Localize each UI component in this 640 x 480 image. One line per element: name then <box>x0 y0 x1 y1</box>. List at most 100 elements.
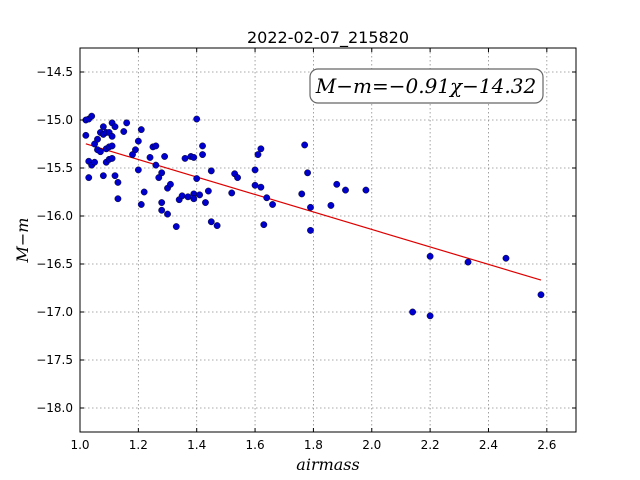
data-point <box>199 142 206 150</box>
data-point <box>204 187 212 195</box>
x-axis-label: airmass <box>296 455 359 474</box>
data-point <box>196 191 204 199</box>
data-point <box>158 169 166 177</box>
data-points-group <box>82 112 545 320</box>
data-point <box>184 193 192 201</box>
x-tick-label: 1.6 <box>246 438 265 452</box>
data-point <box>304 169 311 177</box>
y-tick-label: −15.5 <box>36 161 73 175</box>
x-tick-label: 2.2 <box>421 438 440 452</box>
data-point <box>333 180 341 188</box>
data-point <box>228 189 236 197</box>
data-point <box>91 158 98 166</box>
data-point <box>409 308 417 316</box>
data-point <box>108 132 116 140</box>
data-point <box>164 210 171 218</box>
data-point <box>114 195 122 203</box>
data-point <box>108 142 116 150</box>
data-point <box>146 154 154 161</box>
equation-box-frame <box>309 68 544 104</box>
y-tick-label: −17.0 <box>36 305 73 319</box>
x-tick-label: 2.4 <box>479 438 498 452</box>
fit-line-group <box>85 143 542 281</box>
data-point <box>251 166 259 174</box>
y-axis-label: M−m <box>13 218 32 264</box>
data-point <box>137 201 145 208</box>
data-point <box>269 201 276 208</box>
y-tick-labels: −14.5 −15.0 −15.5 −16.0 −16.5 −17.0 −17.5 −18.0 <box>36 65 73 415</box>
data-point <box>213 222 221 230</box>
plot-area <box>80 48 576 432</box>
chart-title: 2022-02-07_215820 <box>247 28 409 48</box>
data-point <box>307 226 314 234</box>
data-point <box>161 153 169 160</box>
data-point <box>301 141 309 149</box>
data-point <box>190 195 198 203</box>
y-tick-label: −17.5 <box>36 353 73 367</box>
data-point <box>158 206 166 214</box>
data-point <box>108 154 116 162</box>
data-point <box>114 178 122 186</box>
y-tick-label: −15.0 <box>36 113 73 127</box>
x-tick-label: 2.6 <box>537 438 556 452</box>
data-point <box>134 166 142 174</box>
data-point <box>234 174 241 182</box>
data-point <box>94 135 101 143</box>
data-point <box>158 199 166 206</box>
data-point <box>97 148 104 156</box>
data-point <box>251 181 259 189</box>
x-tick-label: 2.0 <box>362 438 381 452</box>
x-tick-labels: 1.0 1.2 1.4 1.6 1.8 2.0 2.2 2.4 2.6 <box>70 438 556 452</box>
data-point <box>257 183 265 191</box>
y-tick-label: −14.5 <box>36 65 73 79</box>
data-point <box>502 254 510 262</box>
data-point <box>99 123 107 131</box>
data-point <box>140 188 148 196</box>
data-point <box>307 203 314 211</box>
x-tick-label: 1.0 <box>70 438 89 452</box>
data-point <box>172 223 180 230</box>
data-point <box>202 199 209 206</box>
equation-label: M−m=−0.91χ−14.32 <box>315 74 536 98</box>
data-point <box>99 172 107 180</box>
data-point <box>426 252 434 260</box>
data-point <box>207 167 215 175</box>
x-tick-label: 1.4 <box>187 438 206 452</box>
equation-box: M−m=−0.91χ−14.32 <box>309 68 544 104</box>
data-point <box>362 186 370 194</box>
data-point <box>134 137 142 145</box>
data-point <box>199 151 206 158</box>
data-point <box>464 258 472 266</box>
data-point <box>190 154 198 161</box>
y-tick-label: −18.0 <box>36 401 73 415</box>
data-point <box>132 146 139 154</box>
data-point <box>181 154 189 162</box>
data-point <box>260 221 268 229</box>
y-tick-label: −16.0 <box>36 209 73 223</box>
data-point <box>193 115 201 123</box>
data-point <box>88 112 96 120</box>
data-point <box>178 192 186 200</box>
data-point <box>111 123 119 131</box>
x-tick-label: 1.2 <box>129 438 148 452</box>
data-point <box>193 175 201 182</box>
data-point <box>120 128 128 135</box>
data-point <box>342 186 349 194</box>
data-point <box>207 218 215 226</box>
data-point <box>111 172 119 180</box>
data-point <box>426 312 434 320</box>
data-point <box>327 202 335 209</box>
data-point <box>254 151 262 158</box>
data-point <box>123 119 131 127</box>
plot-frame <box>79 47 577 433</box>
data-point <box>257 145 265 153</box>
data-point <box>167 180 174 188</box>
fit-line <box>85 143 542 281</box>
data-point <box>137 126 145 134</box>
data-point <box>152 161 160 169</box>
data-point <box>82 131 90 139</box>
axis-ticks <box>79 48 576 432</box>
data-point <box>298 190 306 198</box>
data-point <box>263 194 271 202</box>
